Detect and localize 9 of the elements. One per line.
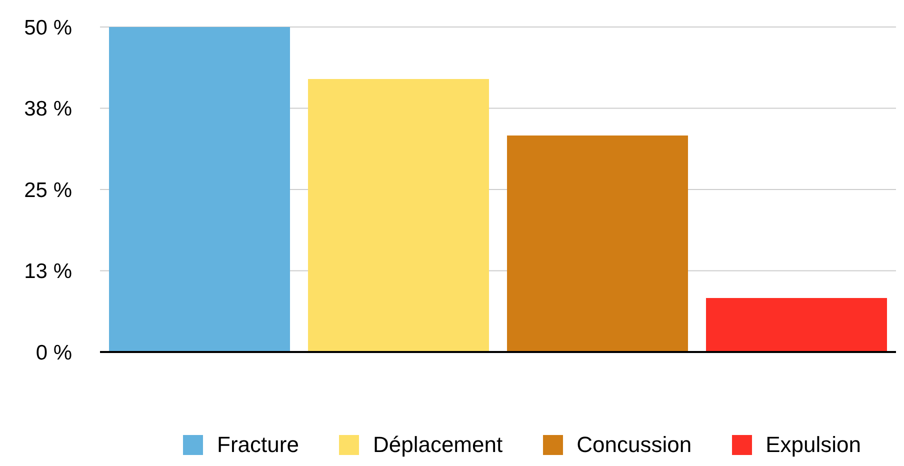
legend-label: Fracture bbox=[217, 432, 299, 458]
legend-label: Déplacement bbox=[372, 432, 503, 458]
y-tick-label: 50 % bbox=[24, 16, 72, 40]
y-tick-label: 13 % bbox=[24, 260, 72, 284]
y-tick-label: 38 % bbox=[24, 98, 72, 121]
legend-label: Expulsion bbox=[766, 432, 861, 458]
legend-label: Concussion bbox=[576, 432, 692, 458]
y-tick-label: 25 % bbox=[24, 178, 72, 202]
y-tick-label: 0 % bbox=[36, 341, 72, 364]
